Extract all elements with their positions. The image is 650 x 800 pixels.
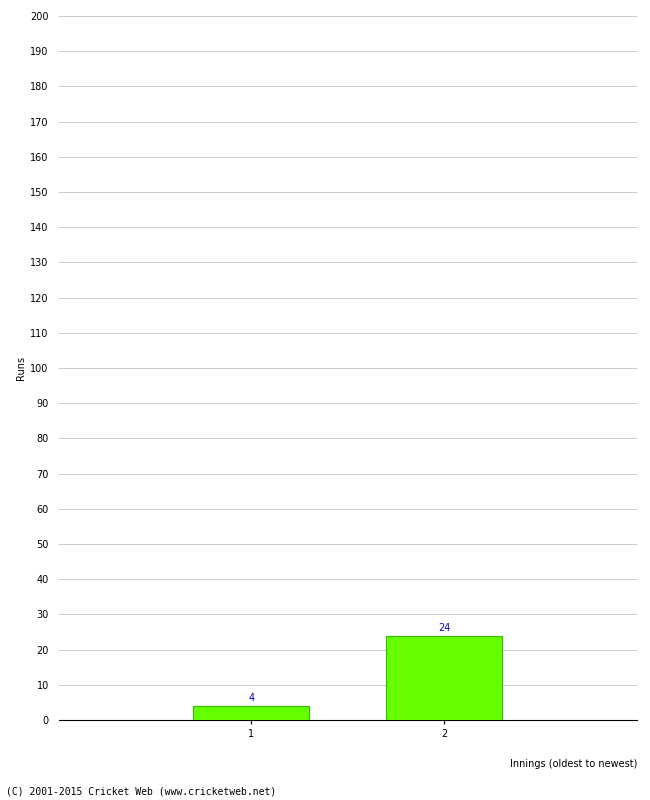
Bar (194, 706, 309, 720)
Text: 24: 24 (438, 622, 450, 633)
Y-axis label: Runs: Runs (16, 356, 26, 380)
Text: Innings (oldest to newest): Innings (oldest to newest) (510, 758, 637, 769)
Text: (C) 2001-2015 Cricket Web (www.cricketweb.net): (C) 2001-2015 Cricket Web (www.cricketwe… (6, 786, 277, 796)
Text: 4: 4 (248, 693, 254, 703)
Bar (386, 635, 502, 720)
